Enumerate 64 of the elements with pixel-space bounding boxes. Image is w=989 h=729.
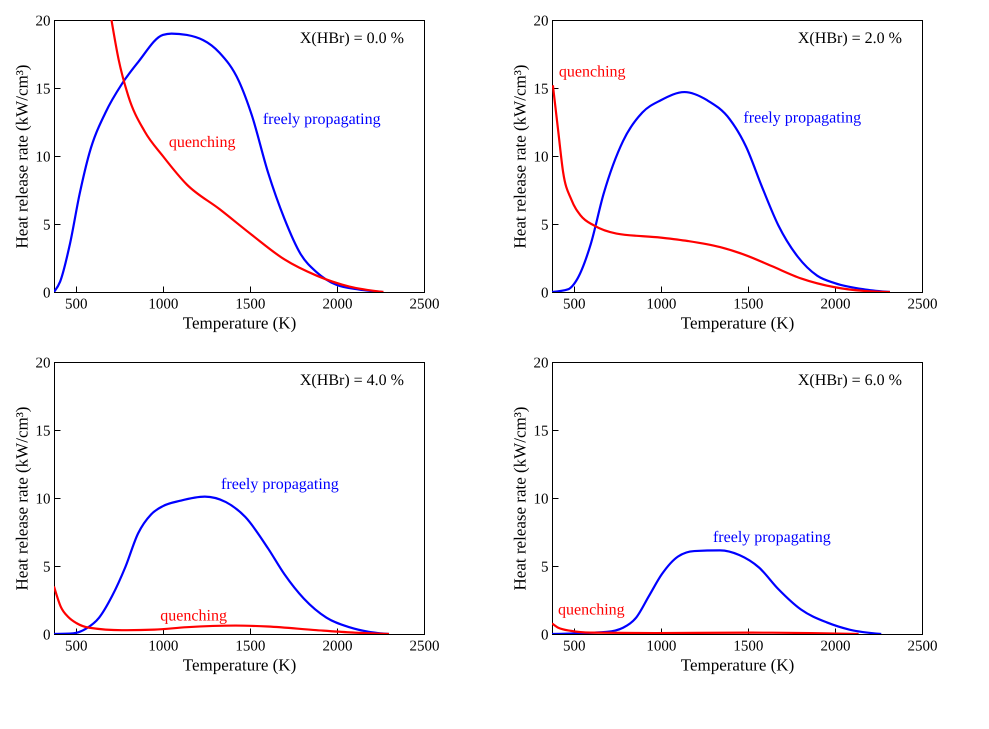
line-series	[552, 549, 882, 634]
y-tick-label: 20	[36, 14, 50, 30]
annotation: freely propagating	[221, 476, 339, 493]
y-axis-title: Heat release rate (kW/cm³)	[510, 64, 530, 248]
x-tick-label: 1500	[235, 638, 266, 654]
y-tick-label: 20	[534, 14, 548, 30]
y-tick-label: 5	[541, 560, 548, 576]
annotation: X(HBr) = 2.0 %	[798, 30, 902, 47]
annotation: X(HBr) = 0.0 %	[300, 30, 404, 47]
x-tick-label: 1000	[646, 296, 676, 312]
x-tick-label: 1500	[733, 296, 764, 312]
y-tick-label: 20	[534, 356, 548, 372]
annotation: freely propagating	[712, 529, 831, 546]
annotation: freely propagating	[262, 110, 381, 128]
x-tick-label: 500	[65, 638, 88, 654]
annotation: quenching	[558, 63, 626, 80]
annotation: quenching	[160, 608, 227, 625]
line-series	[552, 622, 860, 634]
x-tick-label: 2500	[410, 638, 440, 654]
x-axis-title: Temperature (K)	[182, 656, 296, 674]
annotation: quenching	[558, 601, 625, 618]
x-tick-label: 2000	[820, 638, 850, 654]
x-axis-title: Temperature (K)	[680, 314, 794, 332]
x-tick-label: 500	[563, 296, 586, 312]
y-tick-label: 0	[541, 628, 548, 644]
x-tick-label: 1000	[646, 638, 676, 654]
y-tick-label: 15	[36, 424, 50, 440]
x-axis-title: Temperature (K)	[680, 656, 794, 674]
y-tick-label: 5	[43, 560, 50, 576]
x-tick-label: 2000	[820, 296, 850, 312]
y-tick-label: 15	[534, 424, 548, 440]
y-tick-label: 15	[36, 82, 50, 98]
x-tick-label: 1500	[733, 638, 764, 654]
y-tick-label: 20	[36, 356, 50, 372]
annotation: X(HBr) = 4.0 %	[300, 372, 404, 389]
y-tick-label: 10	[534, 492, 548, 508]
y-tick-label: 15	[534, 82, 548, 98]
x-tick-label: 2500	[908, 638, 938, 654]
x-tick-label: 2000	[322, 296, 352, 312]
y-tick-label: 10	[36, 492, 50, 508]
annotation: quenching	[168, 134, 236, 151]
y-tick-label: 5	[541, 218, 548, 234]
x-tick-label: 1500	[235, 296, 266, 312]
y-tick-label: 0	[43, 628, 50, 644]
annotation: X(HBr) = 6.0 %	[798, 372, 902, 389]
y-tick-label: 10	[534, 150, 548, 166]
line-series	[110, 20, 385, 292]
y-tick-label: 10	[36, 150, 50, 166]
x-tick-label: 500	[65, 296, 88, 312]
y-axis-title: Heat release rate (kW/cm³)	[510, 406, 530, 590]
annotation: freely propagating	[743, 110, 862, 127]
y-axis-title: Heat release rate (kW/cm³)	[12, 64, 32, 248]
x-tick-label: 1000	[148, 296, 178, 312]
x-tick-label: 2000	[322, 638, 352, 654]
x-tick-label: 2500	[410, 296, 440, 312]
y-axis-title: Heat release rate (kW/cm³)	[12, 406, 32, 590]
x-tick-label: 500	[563, 638, 586, 654]
x-axis-title: Temperature (K)	[182, 314, 296, 332]
y-tick-label: 0	[541, 286, 548, 302]
y-tick-label: 0	[43, 286, 50, 302]
line-series	[54, 585, 390, 634]
x-tick-label: 1000	[148, 638, 178, 654]
y-tick-label: 5	[43, 218, 50, 234]
x-tick-label: 2500	[908, 296, 938, 312]
